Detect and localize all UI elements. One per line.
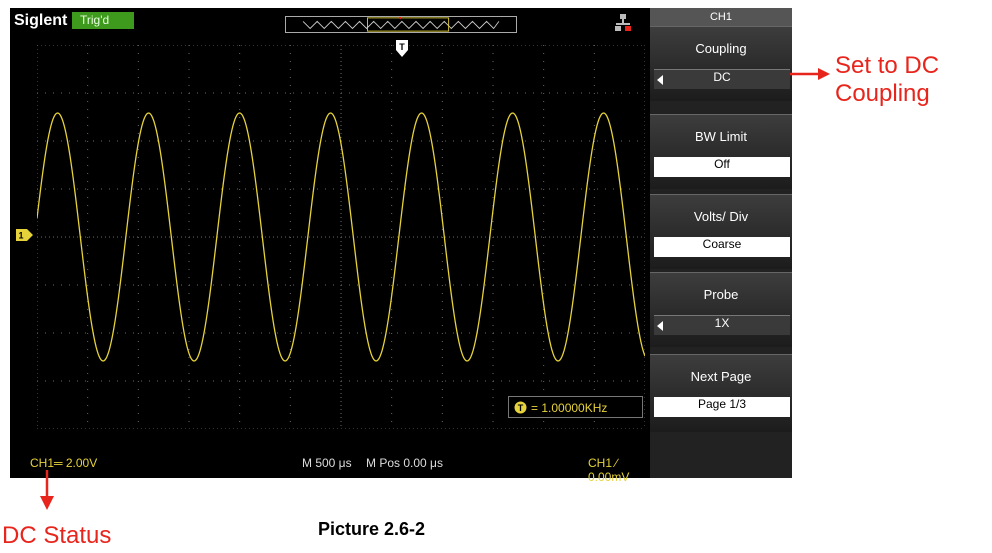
menu-item-volts-div[interactable]: Volts/ Div Coarse: [650, 194, 792, 269]
coupling-label: Coupling: [695, 41, 747, 56]
network-icon: [615, 14, 631, 31]
menu-item-bw-limit[interactable]: BW Limit Off: [650, 114, 792, 189]
dc-status-arrow: [40, 470, 54, 510]
menu-item-probe[interactable]: Probe 1X: [650, 272, 792, 347]
ch1-ground-marker: 1: [16, 229, 33, 241]
coupling-callout-arrow: [790, 68, 830, 80]
top-bar: Siglent Trig'd: [10, 8, 650, 36]
svg-text:T: T: [518, 403, 524, 413]
coupling-callout-line-2: Coupling: [835, 80, 930, 107]
trigger-status-badge: Trig'd: [72, 12, 134, 29]
probe-value[interactable]: 1X: [654, 315, 790, 335]
trigger-icon: T: [514, 401, 527, 414]
left-arrow-icon: [657, 75, 663, 85]
overview-window: [367, 17, 450, 32]
next-page-label: Next Page: [690, 369, 752, 384]
coupling-value-text: DC: [713, 70, 731, 84]
next-page-value[interactable]: Page 1/3: [654, 397, 790, 417]
overview-trigger-marker: [398, 17, 402, 20]
mpos-status: M Pos 0.00 μs: [366, 456, 443, 470]
volts-div-label: Volts/ Div: [693, 209, 749, 224]
left-arrow-icon: [657, 321, 663, 331]
bw-limit-value[interactable]: Off: [654, 157, 790, 177]
menu-title: CH1: [650, 8, 792, 26]
ch1-waveform-trace: [37, 112, 645, 362]
coupling-value[interactable]: DC: [654, 69, 790, 89]
trigger-position-marker: T: [396, 40, 408, 57]
status-bar: CH1═ 2.00V M 500 μs M Pos 0.00 μs CH1 ∕ …: [10, 448, 650, 484]
frequency-readout-box: T = 1.00000KHz: [508, 396, 643, 418]
ch1-marker-label: 1: [18, 231, 23, 241]
timebase-status: M 500 μs: [302, 456, 352, 470]
trigger-marker-letter: T: [399, 42, 405, 52]
dc-status-callout: DC Status: [2, 522, 112, 549]
overview-waveform: [302, 20, 500, 30]
probe-label: Probe: [703, 287, 739, 302]
grid-lines: [37, 45, 645, 429]
coupling-callout-line-1: Set to DC: [835, 52, 940, 79]
oscilloscope-screen: Siglent Trig'd T 1 T = 1.00000KHz: [10, 8, 792, 484]
brand-label: Siglent: [14, 12, 68, 29]
coupling-callout-text: Set to DC Coupling: [835, 52, 939, 108]
menu-item-coupling[interactable]: Coupling DC: [650, 26, 792, 101]
probe-value-text: 1X: [714, 316, 730, 330]
waveform-grid: [37, 45, 645, 429]
menu-item-next-page[interactable]: Next Page Page 1/3: [650, 354, 792, 432]
frequency-readout: = 1.00000KHz: [531, 401, 608, 415]
trigger-level-status: CH1 ∕ 0.00mV: [588, 456, 630, 484]
figure-caption: Picture 2.6-2: [318, 519, 426, 539]
channel-menu: CH1 Coupling DC BW Limit Off Volts/ Div …: [650, 8, 792, 478]
bw-limit-label: BW Limit: [695, 129, 747, 144]
memory-overview-strip: [285, 16, 517, 33]
ch1-scale-status: CH1═ 2.00V: [30, 456, 98, 470]
volts-div-value[interactable]: Coarse: [654, 237, 790, 257]
